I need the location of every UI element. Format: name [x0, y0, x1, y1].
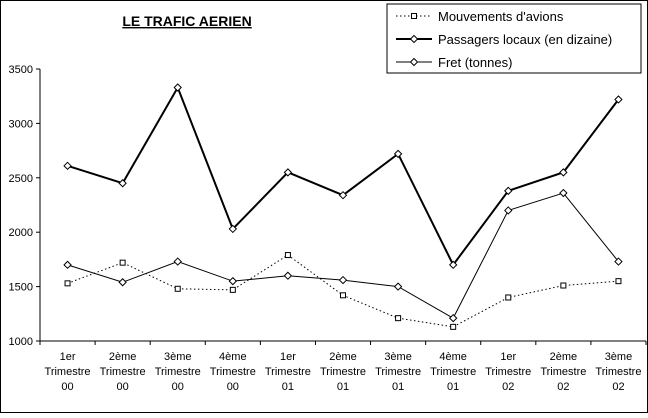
x-tick-label: 4ème Trimestre 01 [430, 351, 476, 393]
x-tick-label-line: 2ème [109, 351, 137, 363]
data-point-marker [448, 260, 458, 270]
data-point-marker [118, 179, 127, 188]
legend-label: Mouvements d'avions [438, 9, 564, 24]
x-tick-label: 2ème Trimestre 02 [540, 351, 586, 393]
data-point-marker [615, 278, 622, 285]
x-tick-label-line: 00 [227, 381, 239, 393]
x-tick-label-line: Trimestre [45, 366, 91, 378]
legend-label: Fret (tonnes) [438, 55, 512, 70]
x-tick-label-line: Trimestre [540, 366, 586, 378]
x-tick-label: 3ème Trimestre 00 [155, 351, 201, 393]
data-point-marker [283, 271, 293, 280]
x-tick-label-line: Trimestre [595, 366, 641, 378]
x-tick-label-line: 02 [502, 381, 514, 393]
data-point-marker [284, 252, 291, 259]
x-tick-label-line: 3ème [605, 351, 633, 363]
data-point-marker [409, 34, 419, 44]
x-tick-label-line: 01 [392, 381, 404, 393]
x-tick-label-line: 01 [282, 381, 294, 393]
y-tick-label: 2500 [9, 173, 33, 185]
data-point-marker [411, 13, 417, 19]
data-point-marker [228, 224, 238, 234]
x-tick-label-line: Trimestre [320, 366, 366, 378]
y-tick-label: 3500 [9, 64, 33, 76]
legend: Mouvements d'avions Passagers locaux (en … [386, 3, 642, 74]
x-tick-label-line: 4ème [439, 351, 467, 363]
series-2 [63, 188, 623, 323]
data-point-marker [448, 313, 458, 323]
x-tick-label-line: Trimestre [485, 366, 531, 378]
x-tick-label: 2ème Trimestre 01 [320, 351, 366, 393]
data-point-marker [118, 278, 127, 287]
x-tick-label-line: 3ème [384, 351, 412, 363]
data-point-marker [228, 276, 238, 286]
series-0 [64, 252, 622, 330]
data-point-marker [504, 186, 513, 196]
data-point-marker [174, 285, 181, 292]
x-tick-label-line: Trimestre [155, 366, 201, 378]
data-point-marker [63, 260, 72, 270]
x-tick-label: 3ème Trimestre 02 [595, 351, 641, 393]
x-tick-label: 1er Trimestre 00 [45, 351, 91, 393]
x-tick-label-line: 01 [447, 381, 459, 393]
x-tick-label: 3ème Trimestre 01 [375, 351, 421, 393]
x-tick-label-line: Trimestre [100, 366, 146, 378]
data-point-marker [338, 191, 348, 200]
data-point-marker [338, 275, 348, 285]
chart-title: LE TRAFIC AERIEN [122, 13, 251, 29]
data-point-marker [173, 257, 182, 266]
data-point-marker [395, 315, 402, 322]
x-tick-label-line: 02 [612, 381, 624, 393]
data-point-marker [450, 323, 457, 330]
x-tick-label: 4ème Trimestre 00 [210, 351, 256, 393]
y-tick-label: 2000 [9, 227, 33, 239]
x-tick-label: 1er Trimestre 01 [265, 351, 311, 393]
data-point-marker [505, 294, 512, 301]
x-tick-label-line: Trimestre [210, 366, 256, 378]
x-tick-label: 1er Trimestre 02 [485, 351, 531, 393]
data-point-marker [229, 286, 236, 293]
x-tick-label-line: Trimestre [430, 366, 476, 378]
series-1 [63, 83, 623, 270]
x-tick-label-line: 2ème [550, 351, 578, 363]
y-tick-label: 1500 [9, 282, 33, 294]
data-point-marker [173, 83, 182, 92]
data-point-marker [340, 292, 346, 299]
data-point-marker [64, 280, 71, 287]
data-point-marker [504, 206, 513, 215]
y-tick-label: 3000 [9, 118, 33, 130]
x-tick-label-line: 4ème [219, 351, 247, 363]
data-point-marker [560, 282, 567, 289]
x-tick-label-line: 00 [172, 381, 184, 393]
x-tick-label-line: 1er [60, 351, 76, 363]
x-tick-label: 2ème Trimestre 00 [100, 351, 146, 393]
x-axis-ticks: 1er Trimestre 00 2ème Trimestre 00 3ème Trimest… [39, 341, 647, 393]
x-tick-label-line: 00 [61, 381, 73, 393]
x-tick-label-line: 02 [557, 381, 569, 393]
x-tick-label-line: Trimestre [265, 366, 311, 378]
series-layer [63, 83, 623, 330]
data-point-marker [559, 188, 568, 198]
x-tick-label-line: 3ème [164, 351, 192, 363]
x-tick-label-line: 1er [280, 351, 296, 363]
x-tick-label-line: 00 [117, 381, 129, 393]
data-point-marker [119, 259, 126, 266]
data-point-marker [614, 257, 623, 266]
y-tick-label: 1000 [9, 336, 33, 348]
data-point-marker [393, 282, 403, 291]
y-axis-ticks: 1000 1500 2000 2500 3000 3500 [9, 64, 40, 348]
data-point-marker [409, 57, 419, 67]
legend-label: Passagers locaux (en dizaine) [438, 32, 612, 47]
data-point-marker [614, 95, 623, 104]
data-point-marker [63, 161, 72, 171]
x-tick-label-line: 01 [337, 381, 349, 393]
x-tick-label-line: 1er [500, 351, 516, 363]
data-point-marker [393, 149, 403, 159]
x-tick-label-line: Trimestre [375, 366, 421, 378]
x-tick-label-line: 2ème [329, 351, 357, 363]
data-point-marker [283, 168, 293, 177]
data-point-marker [559, 168, 568, 177]
